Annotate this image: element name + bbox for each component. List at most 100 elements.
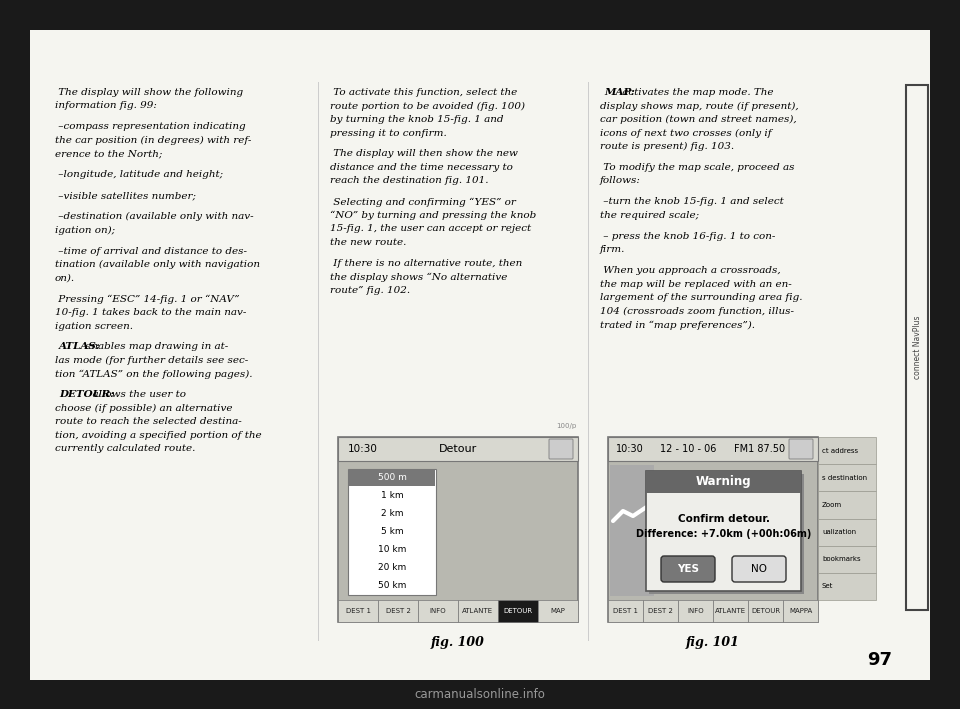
Text: igation on);: igation on); bbox=[55, 225, 115, 235]
Text: connect NavPlus: connect NavPlus bbox=[913, 316, 922, 379]
Text: fig. 100: fig. 100 bbox=[431, 636, 485, 649]
FancyBboxPatch shape bbox=[789, 439, 813, 459]
FancyBboxPatch shape bbox=[608, 437, 818, 622]
Text: tion, avoiding a specified portion of the: tion, avoiding a specified portion of th… bbox=[55, 431, 262, 440]
FancyBboxPatch shape bbox=[338, 600, 378, 622]
FancyBboxPatch shape bbox=[646, 471, 801, 591]
FancyBboxPatch shape bbox=[348, 469, 436, 595]
FancyBboxPatch shape bbox=[458, 600, 498, 622]
Text: route is present) fig. 103.: route is present) fig. 103. bbox=[600, 142, 734, 151]
FancyBboxPatch shape bbox=[608, 600, 643, 622]
Text: choose (if possible) an alternative: choose (if possible) an alternative bbox=[55, 404, 232, 413]
Text: the map will be replaced with an en-: the map will be replaced with an en- bbox=[600, 279, 792, 289]
Text: the display shows “No alternative: the display shows “No alternative bbox=[330, 272, 508, 281]
Text: 2 km: 2 km bbox=[381, 510, 403, 518]
Text: Difference: +7.0km (+00h:06m): Difference: +7.0km (+00h:06m) bbox=[636, 529, 811, 539]
FancyBboxPatch shape bbox=[649, 474, 804, 594]
Text: To activate this function, select the: To activate this function, select the bbox=[330, 88, 517, 97]
Text: –compass representation indicating: –compass representation indicating bbox=[55, 123, 246, 131]
Text: activates the map mode. The: activates the map mode. The bbox=[619, 88, 774, 97]
Text: INFO: INFO bbox=[687, 608, 704, 614]
Text: Pressing “ESC” 14-fig. 1 or “NAV”: Pressing “ESC” 14-fig. 1 or “NAV” bbox=[55, 294, 239, 304]
FancyBboxPatch shape bbox=[498, 600, 538, 622]
Text: 12 - 10 - 06: 12 - 10 - 06 bbox=[660, 444, 716, 454]
Text: –destination (available only with nav-: –destination (available only with nav- bbox=[55, 212, 253, 221]
Text: DETOUR:: DETOUR: bbox=[59, 391, 114, 399]
Text: The display will show the following: The display will show the following bbox=[55, 88, 243, 97]
Text: 97: 97 bbox=[868, 651, 893, 669]
FancyBboxPatch shape bbox=[610, 465, 654, 596]
FancyBboxPatch shape bbox=[338, 437, 578, 622]
Text: INFO: INFO bbox=[430, 608, 446, 614]
FancyBboxPatch shape bbox=[818, 437, 876, 464]
Text: bookmarks: bookmarks bbox=[822, 557, 860, 562]
Text: pressing it to confirm.: pressing it to confirm. bbox=[330, 128, 446, 138]
Text: car position (town and street names),: car position (town and street names), bbox=[600, 115, 797, 124]
Text: MAP: MAP bbox=[551, 608, 565, 614]
Text: firm.: firm. bbox=[600, 245, 625, 255]
Text: ATLANTE: ATLANTE bbox=[463, 608, 493, 614]
FancyBboxPatch shape bbox=[418, 600, 458, 622]
Text: Selecting and confirming “YES” or: Selecting and confirming “YES” or bbox=[330, 197, 516, 207]
Text: –turn the knob 15-fig. 1 and select: –turn the knob 15-fig. 1 and select bbox=[600, 197, 783, 206]
Text: reach the destination fig. 101.: reach the destination fig. 101. bbox=[330, 177, 489, 186]
FancyBboxPatch shape bbox=[30, 30, 930, 680]
Text: DEST 1: DEST 1 bbox=[346, 608, 371, 614]
Text: the car position (in degrees) with ref-: the car position (in degrees) with ref- bbox=[55, 136, 252, 145]
Text: route portion to be avoided (fig. 100): route portion to be avoided (fig. 100) bbox=[330, 101, 525, 111]
Text: route to reach the selected destina-: route to reach the selected destina- bbox=[55, 418, 242, 426]
Text: Zoom: Zoom bbox=[822, 502, 842, 508]
Text: ATLAS:: ATLAS: bbox=[59, 342, 101, 352]
Text: trated in “map preferences”).: trated in “map preferences”). bbox=[600, 320, 755, 330]
Text: DETOUR: DETOUR bbox=[751, 608, 780, 614]
Text: To modify the map scale, proceed as: To modify the map scale, proceed as bbox=[600, 163, 795, 172]
Text: Warning: Warning bbox=[696, 476, 752, 489]
Text: 500 m: 500 m bbox=[377, 474, 406, 483]
FancyBboxPatch shape bbox=[538, 600, 578, 622]
Text: When you approach a crossroads,: When you approach a crossroads, bbox=[600, 266, 780, 275]
Text: fig. 101: fig. 101 bbox=[686, 636, 740, 649]
Text: 10 km: 10 km bbox=[378, 545, 406, 554]
Text: follows:: follows: bbox=[600, 177, 641, 186]
Text: 50 km: 50 km bbox=[378, 581, 406, 591]
Text: YES: YES bbox=[677, 564, 699, 574]
FancyBboxPatch shape bbox=[678, 600, 713, 622]
Text: largement of the surrounding area fig.: largement of the surrounding area fig. bbox=[600, 294, 803, 302]
Text: enables map drawing in at-: enables map drawing in at- bbox=[83, 342, 228, 352]
Text: distance and the time necessary to: distance and the time necessary to bbox=[330, 163, 513, 172]
Text: 10-fig. 1 takes back to the main nav-: 10-fig. 1 takes back to the main nav- bbox=[55, 308, 247, 317]
Text: “NO” by turning and pressing the knob: “NO” by turning and pressing the knob bbox=[330, 211, 537, 220]
FancyBboxPatch shape bbox=[906, 85, 928, 610]
Text: 100/p: 100/p bbox=[556, 423, 576, 429]
Text: 20 km: 20 km bbox=[378, 564, 406, 572]
Text: 104 (crossroads zoom function, illus-: 104 (crossroads zoom function, illus- bbox=[600, 307, 794, 316]
Text: FM1 87.50: FM1 87.50 bbox=[733, 444, 784, 454]
Text: NO: NO bbox=[751, 564, 767, 574]
Text: carmanualsonline.info: carmanualsonline.info bbox=[415, 688, 545, 701]
Text: DEST 1: DEST 1 bbox=[613, 608, 638, 614]
Text: tination (available only with navigation: tination (available only with navigation bbox=[55, 260, 260, 269]
FancyBboxPatch shape bbox=[338, 437, 578, 461]
FancyBboxPatch shape bbox=[818, 573, 876, 600]
FancyBboxPatch shape bbox=[643, 600, 678, 622]
Text: allows the user to: allows the user to bbox=[86, 391, 186, 399]
Text: ATLANTE: ATLANTE bbox=[715, 608, 746, 614]
FancyBboxPatch shape bbox=[549, 439, 573, 459]
Text: information fig. 99:: information fig. 99: bbox=[55, 101, 156, 111]
Text: DETOUR: DETOUR bbox=[503, 608, 533, 614]
Text: MAPPA: MAPPA bbox=[789, 608, 812, 614]
FancyBboxPatch shape bbox=[713, 600, 748, 622]
Text: –longitude, latitude and height;: –longitude, latitude and height; bbox=[55, 170, 223, 179]
Text: 1 km: 1 km bbox=[381, 491, 403, 501]
Text: on).: on). bbox=[55, 274, 75, 283]
Text: –visible satellites number;: –visible satellites number; bbox=[55, 191, 196, 200]
Text: 10:30: 10:30 bbox=[348, 444, 378, 454]
Text: display shows map, route (if present),: display shows map, route (if present), bbox=[600, 101, 799, 111]
Text: DEST 2: DEST 2 bbox=[648, 608, 673, 614]
Text: currently calculated route.: currently calculated route. bbox=[55, 445, 196, 453]
Text: igation screen.: igation screen. bbox=[55, 322, 133, 330]
FancyBboxPatch shape bbox=[748, 600, 783, 622]
FancyBboxPatch shape bbox=[661, 556, 715, 582]
FancyBboxPatch shape bbox=[349, 470, 435, 486]
Text: route” fig. 102.: route” fig. 102. bbox=[330, 286, 410, 295]
